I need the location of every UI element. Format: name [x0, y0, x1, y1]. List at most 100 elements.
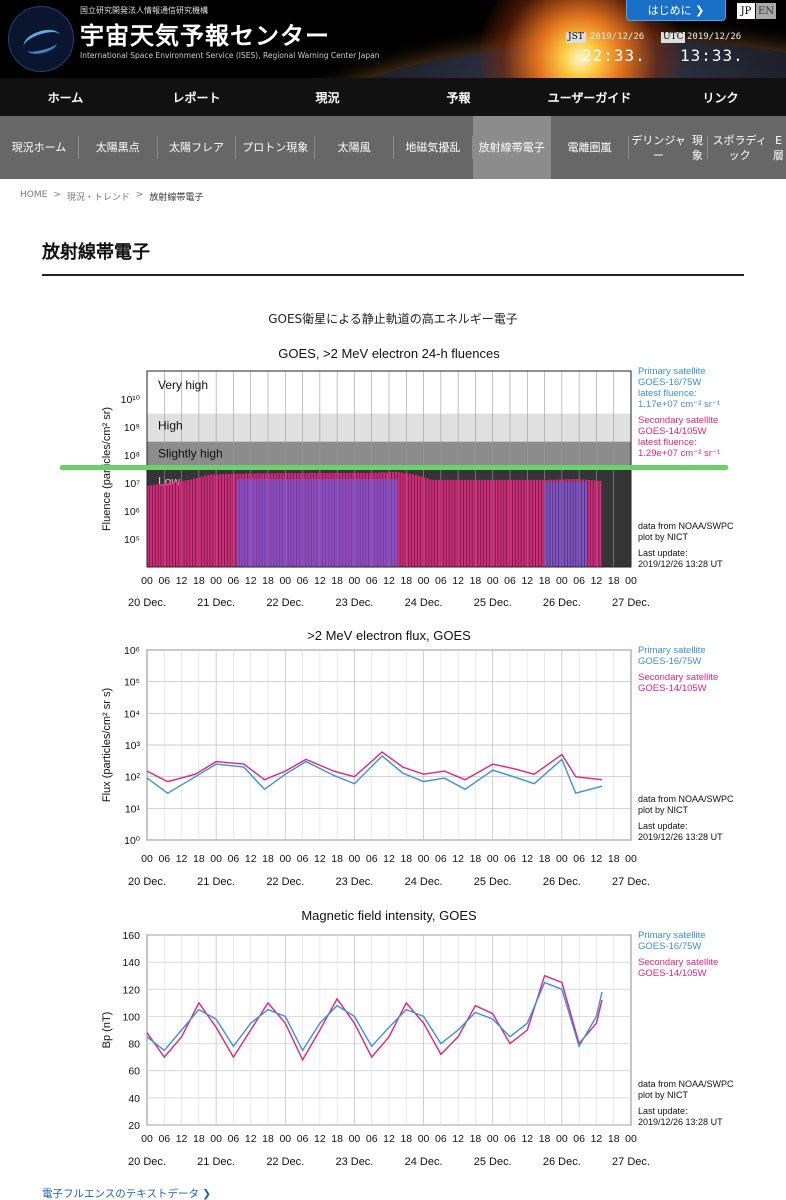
nav-links[interactable]: リンク	[702, 90, 739, 105]
x-hour-tick-label: 12	[452, 853, 464, 865]
secondary-fluence-bar	[198, 477, 201, 567]
x-day-label: 24 Dec.	[405, 597, 443, 609]
highlight-line	[60, 465, 728, 470]
y-tick-label: 10⁶	[124, 506, 140, 518]
legend-primary-label: Primary satellite	[638, 366, 706, 377]
secondary-fluence-bar	[155, 484, 158, 567]
x-day-label: 25 Dec.	[474, 597, 512, 609]
breadcrumb-trend[interactable]: 現況・トレンド	[66, 193, 130, 203]
x-hour-tick-label: 18	[193, 575, 205, 587]
x-hour-tick-label: 00	[279, 575, 291, 587]
nav-current[interactable]: 現況	[315, 90, 340, 105]
chart-footer-source: data from NOAA/SWPC	[638, 1079, 734, 1089]
x-hour-tick-label: 00	[487, 575, 499, 587]
x-day-label: 27 Dec.	[612, 1156, 650, 1168]
secondary-fluence-bar	[530, 479, 533, 567]
y-tick-label: 10¹⁰	[121, 394, 141, 406]
x-hour-tick-label: 00	[349, 575, 361, 587]
chart-title: GOES, >2 MeV electron 24-h fluences	[278, 346, 500, 361]
secondary-fluence-bar	[472, 479, 475, 567]
x-hour-tick-label: 18	[400, 853, 412, 865]
x-hour-tick-label: 18	[262, 575, 274, 587]
chart-footer-source: data from NOAA/SWPC	[638, 521, 734, 531]
site-title[interactable]: 宇宙天気予報センター	[80, 22, 330, 50]
x-hour-tick-label: 18	[400, 575, 412, 587]
x-hour-tick-label: 12	[383, 1133, 395, 1145]
x-hour-tick-label: 12	[521, 575, 533, 587]
x-hour-tick-label: 06	[297, 1133, 309, 1145]
primary-fluence-bar	[300, 478, 303, 567]
legend-secondary-sat: GOES-14/105W	[638, 683, 707, 694]
secondary-fluence-bar	[466, 479, 469, 567]
breadcrumb-current: 放射線帯電子	[149, 193, 204, 203]
subnav-geomagnetic[interactable]: 地磁気 擾乱	[394, 136, 473, 159]
y-axis-label: Flux (particles/cm² sr s)	[101, 688, 113, 802]
subnav-solar-flares[interactable]: 太陽 フレア	[158, 136, 237, 159]
primary-fluence-bar	[576, 481, 579, 567]
secondary-fluence-bar	[541, 479, 544, 567]
secondary-fluence-bar	[435, 479, 438, 567]
x-day-label: 26 Dec.	[543, 1156, 581, 1168]
secondary-fluence-bar	[167, 482, 170, 567]
nav-forecast[interactable]: 予報	[446, 90, 471, 105]
nict-logo-icon[interactable]	[8, 6, 74, 72]
subnav-current-home[interactable]: 現況 ホーム	[0, 136, 79, 159]
subnav-radiation-belt[interactable]: 放射線帯 電子	[472, 116, 551, 179]
secondary-fluence-bar	[527, 479, 530, 567]
x-hour-tick-label: 06	[158, 575, 170, 587]
primary-fluence-bar	[383, 478, 386, 567]
secondary-fluence-bar	[190, 479, 193, 567]
subnav-line: 現象	[286, 141, 309, 154]
subnav-line: プロトン	[242, 141, 287, 154]
primary-fluence-bar	[366, 478, 369, 567]
primary-fluence-bar	[372, 478, 375, 567]
jst-label: JST	[566, 32, 586, 43]
secondary-fluence-bar	[596, 480, 599, 567]
subnav-solar-wind[interactable]: 太陽風	[315, 136, 394, 159]
primary-fluence-bar	[314, 478, 317, 567]
nav-report[interactable]: レポート	[172, 90, 221, 105]
primary-fluence-bar	[375, 478, 378, 567]
nav-user-guide[interactable]: ユーザーガイド	[547, 90, 632, 105]
primary-fluence-bar	[564, 481, 567, 567]
secondary-fluence-bar	[484, 479, 487, 567]
subnav-ionospheric-storm[interactable]: 電離圏嵐	[551, 136, 630, 159]
secondary-fluence-bar	[507, 479, 510, 567]
fluence-band-label: Very high	[158, 378, 208, 392]
x-hour-tick-label: 18	[539, 575, 551, 587]
secondary-fluence-bar	[446, 479, 449, 567]
y-tick-label: 60	[128, 1066, 140, 1078]
secondary-fluence-bar	[475, 479, 478, 567]
nav-home[interactable]: ホーム	[47, 90, 84, 105]
x-hour-tick-label: 18	[331, 575, 343, 587]
sub-nav: 現況 ホーム 太陽 黒点 太陽 フレア プロトン 現象 太陽風 地磁気 擾乱 放射線帯 電子…	[0, 116, 786, 179]
subnav-dellinger[interactable]: デリンジャー 現象	[629, 134, 709, 162]
primary-fluence-bar	[349, 478, 352, 567]
secondary-fluence-bar	[510, 479, 513, 567]
intro-button[interactable]: はじめに ❯	[626, 0, 726, 21]
legend-primary-label: Primary satellite	[638, 930, 706, 941]
legend-primary-label: Primary satellite	[638, 645, 706, 656]
x-hour-tick-label: 12	[591, 853, 603, 865]
fluence-text-data-link[interactable]: 電子フルエンスのテキストデータ ❯	[42, 1188, 212, 1200]
primary-fluence-bar	[245, 478, 248, 567]
subnav-line: フレア	[190, 141, 224, 154]
subnav-sunspots[interactable]: 太陽 黒点	[79, 136, 158, 159]
primary-fluence-bar	[294, 478, 297, 567]
secondary-fluence-bar	[417, 475, 420, 567]
subnav-sporadic-e[interactable]: スポラディック E層	[708, 134, 786, 162]
x-hour-tick-label: 00	[625, 853, 637, 865]
secondary-fluence-bar	[400, 472, 403, 567]
x-hour-tick-label: 06	[297, 575, 309, 587]
breadcrumb: HOME > 現況・トレンド > 放射線帯電子	[20, 190, 203, 203]
lang-en-button[interactable]: EN	[756, 3, 776, 19]
lang-jp-button[interactable]: JP	[737, 3, 755, 19]
secondary-fluence-bar	[161, 483, 164, 567]
subnav-proton-events[interactable]: プロトン 現象	[236, 136, 316, 159]
breadcrumb-home[interactable]: HOME	[20, 190, 48, 200]
subnav-line: 地磁気	[405, 141, 439, 154]
x-hour-tick-label: 06	[504, 853, 516, 865]
primary-fluence-bar	[262, 478, 265, 567]
secondary-fluence-bar	[524, 479, 527, 567]
